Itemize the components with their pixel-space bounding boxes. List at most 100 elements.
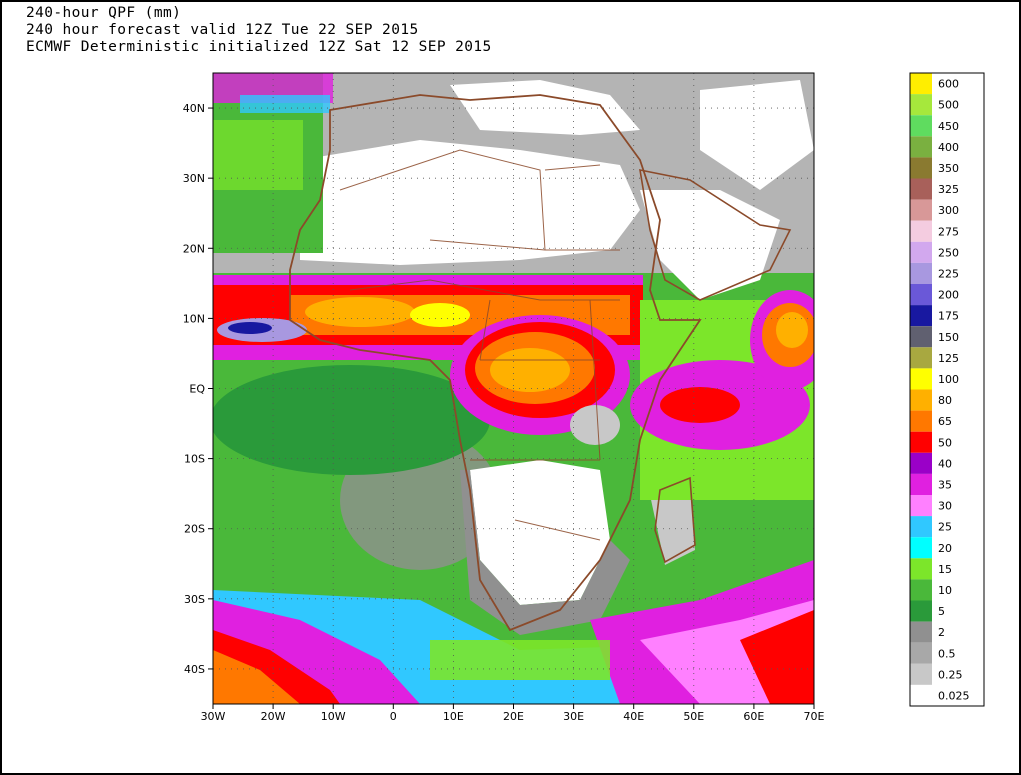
lon-tick-label: 10E (443, 710, 464, 723)
arabia-coast (639, 168, 792, 301)
lon-tick-label: 70E (804, 710, 825, 723)
lat-tick-label: 20S (184, 523, 205, 536)
field-itcz-yellow (410, 303, 470, 327)
field-so-lightgreen (430, 640, 610, 680)
latitude-axis: 40N 30N 20N 10N EQ 10S 20S 30S 40S (183, 102, 213, 676)
legend-swatch (910, 220, 932, 242)
madagascar-coast (654, 476, 696, 564)
legend-border (909, 72, 985, 707)
lon-tick-label: 20W (261, 710, 286, 723)
legend-swatch (910, 621, 932, 643)
lon-tick-label: 0 (390, 710, 397, 723)
lat-tick-label: 40S (184, 663, 205, 676)
legend-swatch (910, 410, 932, 432)
legend-swatch (910, 115, 932, 137)
legend-swatch (910, 558, 932, 580)
lon-tick-label: 30W (201, 710, 226, 723)
lat-tick-label: 10S (184, 453, 205, 466)
legend-swatch (910, 136, 932, 158)
legend-swatch (910, 178, 932, 200)
lon-tick-label: 10W (321, 710, 346, 723)
legend-swatch (910, 305, 932, 327)
forecast-valid-line: 240 hour forecast valid 12Z Tue 22 SEP 2… (26, 22, 419, 38)
legend-label: 65 (938, 415, 952, 428)
legend-label: 150 (938, 331, 959, 344)
legend-swatch (910, 642, 932, 664)
legend-label: 0.25 (938, 668, 963, 681)
field-south-africa-white (470, 460, 610, 605)
legend-label: 325 (938, 183, 959, 196)
lat-tick-label: 30N (183, 172, 205, 185)
legend-swatch (910, 94, 932, 116)
longitude-axis: 30W 20W 10W 0 10E 20E 30E 40E 50E 60E 70E (201, 704, 825, 723)
lat-tick-label: 10N (183, 312, 205, 325)
color-legend: 6005004504003503253002752502252001751501… (909, 72, 985, 707)
legend-swatch (910, 684, 932, 706)
legend-swatch (910, 73, 932, 95)
legend-swatch (910, 537, 932, 559)
legend-label: 200 (938, 289, 959, 302)
legend-swatch (910, 663, 932, 685)
legend-label: 30 (938, 500, 952, 513)
graticule (213, 73, 814, 704)
model-init-line: ECMWF Deterministic initialized 12Z Sat … (26, 39, 492, 55)
legend-label: 0.5 (938, 647, 956, 660)
field-itcz-gold (305, 297, 415, 327)
legend-label: 350 (938, 162, 959, 175)
legend-swatch (910, 516, 932, 538)
lon-tick-label: 60E (743, 710, 764, 723)
field-mideast-white (700, 80, 814, 190)
legend-swatch (910, 199, 932, 221)
legend-label: 80 (938, 394, 952, 407)
lon-tick-label: 50E (683, 710, 704, 723)
legend-label: 450 (938, 120, 959, 133)
lat-tick-label: 40N (183, 102, 205, 115)
legend-swatch (910, 431, 932, 453)
legend-label: 600 (938, 78, 959, 91)
lat-tick-label: 20N (183, 242, 205, 255)
legend-label: 175 (938, 310, 959, 323)
legend-swatch (910, 157, 932, 179)
legend-label: 500 (938, 99, 959, 112)
legend-label: 20 (938, 542, 952, 555)
legend-label: 40 (938, 457, 952, 470)
legend-swatch (910, 579, 932, 601)
legend-label: 125 (938, 352, 959, 365)
lat-tick-label: EQ (189, 383, 205, 396)
field-io-ne-gold (776, 312, 808, 348)
field-sahara-white (300, 140, 640, 265)
field-madagascar-grey (650, 480, 695, 565)
field-congo-gold (490, 348, 570, 392)
country-borders (339, 149, 620, 541)
legend-label: 275 (938, 225, 959, 238)
field-gulf-green (213, 365, 490, 475)
legend-swatch (910, 347, 932, 369)
legend-label: 0.025 (938, 689, 970, 702)
legend-label: 50 (938, 436, 952, 449)
field-so-orange (213, 650, 300, 704)
legend-label: 5 (938, 605, 945, 618)
legend-swatch (910, 389, 932, 411)
chart-title: 240-hour QPF (mm) (26, 5, 182, 21)
field-east-africa-grey (570, 405, 620, 445)
lon-tick-label: 20E (503, 710, 524, 723)
lon-tick-label: 40E (623, 710, 644, 723)
field-med-cyan (240, 95, 330, 113)
legend-label: 250 (938, 246, 959, 259)
field-se-red (740, 610, 814, 704)
legend-swatch (910, 473, 932, 495)
legend-swatch (910, 495, 932, 517)
legend-swatch (910, 452, 932, 474)
coastline (289, 94, 702, 632)
legend-label: 300 (938, 204, 959, 217)
legend-label: 225 (938, 267, 959, 280)
legend-label: 100 (938, 373, 959, 386)
lon-tick-label: 30E (563, 710, 584, 723)
lat-tick-label: 30S (184, 593, 205, 606)
field-arabia-white (640, 190, 780, 300)
legend-label: 15 (938, 563, 952, 576)
field-guinea-navy (228, 322, 272, 334)
field-north-white (450, 80, 640, 135)
field-north-lightgreen (213, 120, 303, 190)
